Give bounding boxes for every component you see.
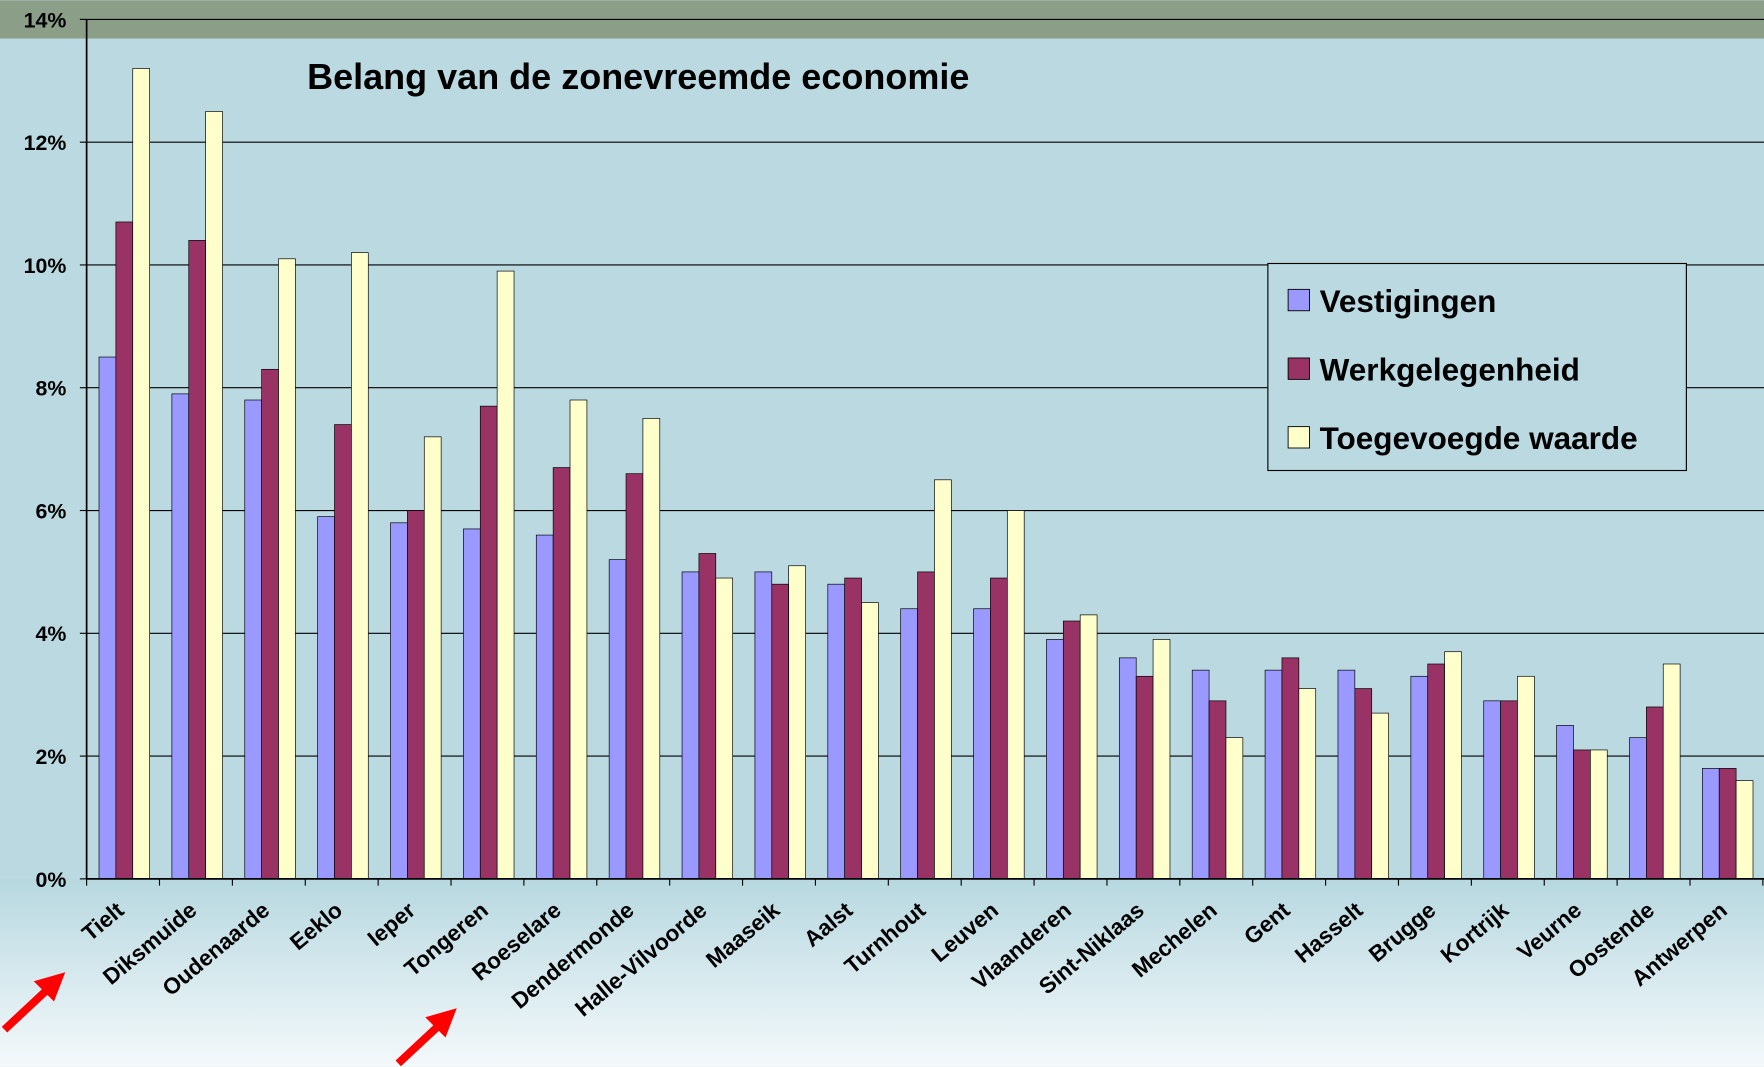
bar	[1444, 651, 1462, 880]
bar	[390, 522, 408, 880]
bar	[1152, 639, 1171, 880]
legend-swatch	[1287, 288, 1310, 312]
bar	[132, 68, 150, 880]
bar	[608, 559, 627, 880]
bar	[1500, 700, 1518, 880]
bar	[642, 418, 661, 880]
bar	[1264, 669, 1283, 880]
legend-swatch	[1287, 357, 1310, 380]
bar	[990, 577, 1008, 880]
bar	[1556, 725, 1574, 880]
y-tick-label: 8%	[36, 377, 67, 401]
bar	[1281, 657, 1300, 880]
bar	[1006, 510, 1025, 880]
bar	[917, 571, 935, 880]
bar	[1062, 620, 1081, 880]
bar	[1298, 688, 1317, 880]
annotation-arrows	[1, 972, 457, 1067]
bar	[1735, 780, 1754, 880]
bar	[1573, 749, 1591, 880]
bar	[479, 405, 498, 880]
bar	[188, 240, 206, 880]
bar	[827, 583, 846, 880]
y-tick-label: 4%	[36, 622, 67, 646]
bar	[463, 528, 481, 880]
bar	[334, 424, 352, 880]
bar	[698, 553, 717, 880]
legend-swatch	[1287, 426, 1310, 449]
y-tick-label: 12%	[24, 131, 67, 155]
bar	[1191, 669, 1210, 880]
y-tick-label: 14%	[24, 8, 67, 32]
bar	[754, 571, 773, 880]
y-tick-label: 10%	[24, 254, 67, 278]
bar	[171, 393, 190, 880]
bar	[1427, 663, 1445, 880]
bar	[1135, 675, 1154, 880]
footer-background	[0, 878, 1764, 1067]
bar	[569, 399, 588, 880]
legend-label: Werkgelegenheid	[1320, 352, 1580, 388]
bar	[681, 571, 700, 880]
bar	[115, 221, 134, 880]
chart-title: Belang van de zonevreemde economie	[307, 56, 969, 97]
legend-label: Toegevoegde waarde	[1320, 420, 1638, 456]
bar	[771, 583, 790, 880]
bar	[278, 258, 296, 880]
bar	[900, 608, 918, 880]
bar	[205, 111, 223, 880]
bar	[625, 473, 644, 880]
bar	[407, 510, 425, 880]
bar	[423, 436, 442, 880]
arrow-head	[33, 972, 66, 1002]
bar	[244, 399, 262, 880]
bar	[1662, 663, 1681, 880]
arrow-head	[425, 1008, 457, 1038]
bar	[535, 534, 554, 880]
bar	[973, 608, 991, 880]
bar	[496, 270, 515, 880]
bar	[1371, 712, 1389, 880]
bar	[861, 602, 879, 880]
bar	[1354, 688, 1373, 880]
legend: Vestigingen Werkgelegenheid Toegevoegde wa…	[1267, 262, 1687, 472]
bar	[715, 577, 734, 880]
bar	[98, 356, 117, 880]
legend-label: Vestigingen	[1320, 283, 1497, 319]
bar	[844, 577, 862, 880]
bar	[1079, 614, 1098, 880]
bar	[1410, 675, 1429, 880]
bar	[1337, 669, 1356, 880]
y-tick-label: 0%	[36, 868, 67, 892]
bar	[1208, 700, 1227, 880]
bar	[934, 479, 952, 880]
bar	[261, 368, 279, 880]
bar	[1590, 749, 1608, 880]
bar	[1646, 706, 1664, 880]
bar	[351, 252, 369, 880]
bar	[1718, 768, 1737, 880]
bar	[552, 467, 571, 880]
bar	[1517, 675, 1535, 880]
y-tick-label: 2%	[36, 745, 67, 769]
bar	[1046, 639, 1064, 880]
y-tick-label: 6%	[36, 499, 67, 523]
bar	[1629, 737, 1647, 880]
bar	[1118, 657, 1137, 880]
bar	[317, 516, 335, 880]
bar	[1483, 700, 1501, 880]
bar	[1702, 768, 1720, 880]
bar	[788, 565, 806, 880]
legend-box	[1267, 262, 1687, 472]
bar	[1225, 737, 1244, 880]
